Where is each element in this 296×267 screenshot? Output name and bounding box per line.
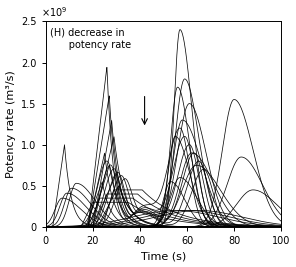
- Y-axis label: Potency rate (m³/s): Potency rate (m³/s): [6, 70, 16, 178]
- Text: $\times10^9$: $\times10^9$: [41, 6, 67, 19]
- X-axis label: Time (s): Time (s): [141, 252, 186, 261]
- Text: (H) decrease in
      potency rate: (H) decrease in potency rate: [50, 28, 131, 50]
